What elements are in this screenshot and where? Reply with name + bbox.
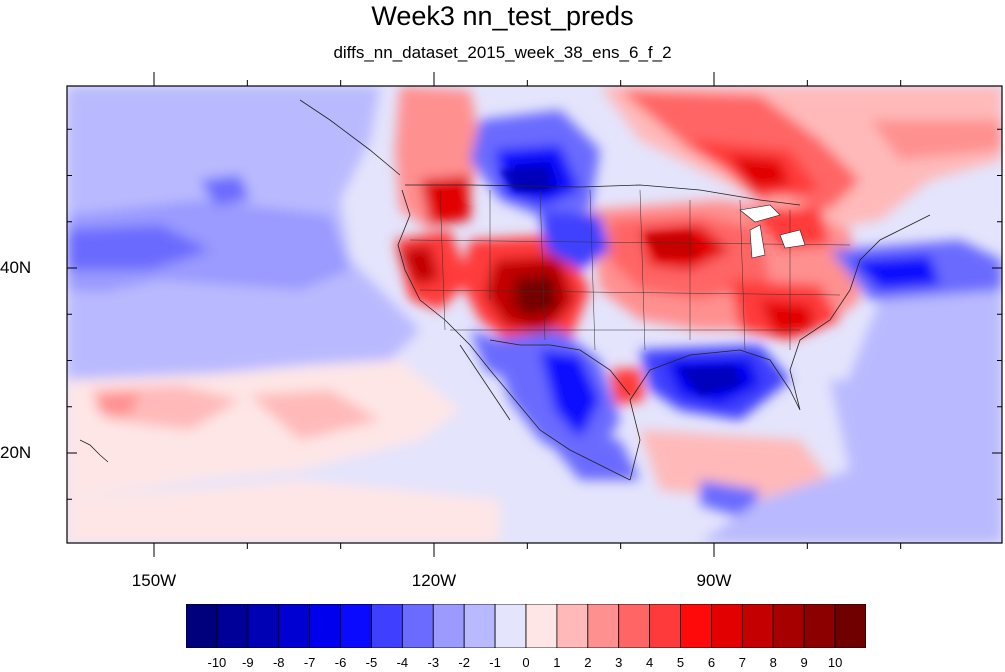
colorbar-label: -4 xyxy=(396,655,409,670)
axis-ticks xyxy=(67,72,1002,557)
colorbar-label: -5 xyxy=(365,655,378,670)
colorbar-label: -9 xyxy=(242,655,254,670)
colorbar-label: -6 xyxy=(334,655,347,670)
colorbar-swatch xyxy=(525,604,558,648)
lat-label-20n: 20N xyxy=(0,443,32,462)
colorbar-swatch xyxy=(186,604,218,648)
colorbar-swatch xyxy=(309,604,341,648)
lat-label-40n: 40N xyxy=(0,258,32,277)
colorbar-label: 3 xyxy=(615,655,623,670)
colorbar-swatch xyxy=(432,604,465,648)
plot-subtitle: diffs_nn_dataset_2015_week_38_ens_6_f_2 xyxy=(333,43,672,62)
colorbar-swatch xyxy=(463,604,496,648)
colorbar-swatch xyxy=(247,604,280,648)
coastlines xyxy=(79,99,931,481)
colorbar-label: -3 xyxy=(427,655,440,670)
colorbar-swatch xyxy=(649,604,681,648)
colorbar-swatch xyxy=(494,604,527,648)
plot-title: Week3 nn_test_preds xyxy=(371,1,634,31)
colorbar-label: -7 xyxy=(303,655,316,670)
colorbar-label: 7 xyxy=(738,655,746,670)
colorbar-label: 8 xyxy=(769,655,777,670)
map-panel xyxy=(66,72,1003,557)
colorbar-swatch xyxy=(216,604,249,648)
colorbar-label: -2 xyxy=(458,655,470,670)
colorbar-swatch xyxy=(340,604,372,648)
colorbar-label: -10 xyxy=(207,655,227,670)
lon-label-150w: 150W xyxy=(131,571,177,590)
colorbar-swatch xyxy=(556,604,589,648)
colorbar-label: -1 xyxy=(489,655,501,670)
lon-label-120w: 120W xyxy=(411,571,457,590)
colorbar-swatch xyxy=(680,604,712,648)
great-lakes xyxy=(739,204,806,259)
colorbar-swatch xyxy=(741,604,774,648)
colorbar-swatch xyxy=(371,604,403,648)
state-borders xyxy=(409,189,851,351)
colorbar xyxy=(186,604,866,648)
colorbar-label: 1 xyxy=(553,655,561,670)
colorbar-swatch xyxy=(803,604,836,648)
colorbar-label: 10 xyxy=(827,655,843,670)
colorbar-label: 0 xyxy=(522,655,530,670)
colorbar-label: 4 xyxy=(646,655,654,670)
colorbar-label: -8 xyxy=(272,655,285,670)
colorbar-swatch xyxy=(711,604,743,648)
lon-label-90w: 90W xyxy=(696,571,732,590)
colorbar-swatch xyxy=(587,604,620,648)
colorbar-label: 9 xyxy=(800,655,808,670)
colorbar-swatch xyxy=(834,604,866,648)
colorbar-swatch xyxy=(618,604,651,648)
colorbar-label: 5 xyxy=(676,655,685,670)
anomaly-field xyxy=(67,86,1002,543)
colorbar-label: 6 xyxy=(707,655,716,670)
colorbar-swatch xyxy=(401,604,434,648)
colorbar-swatch xyxy=(278,604,311,648)
colorbar-swatch xyxy=(772,604,805,648)
colorbar-label: 2 xyxy=(584,655,592,670)
